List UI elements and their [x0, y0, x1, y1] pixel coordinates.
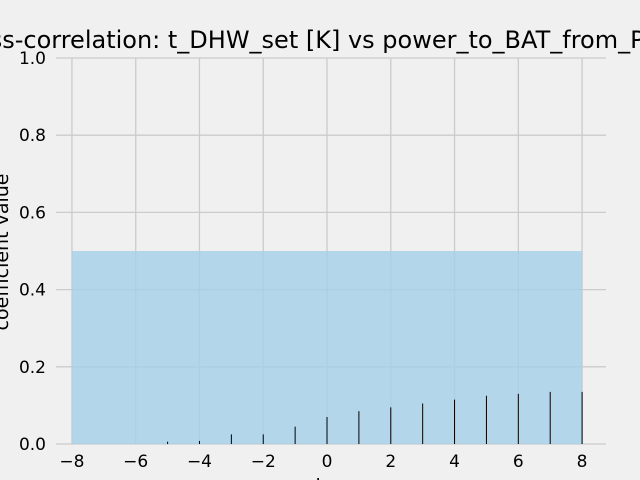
- y-tick-labels: 0.0 0.2 0.4 0.6 0.8 1.0: [19, 49, 46, 455]
- y-axis-title: coefficient value: [0, 174, 13, 331]
- y-tick-label: 0.6: [19, 203, 46, 223]
- confidence-band: [71, 251, 583, 444]
- y-tick-label: 0.0: [19, 435, 46, 455]
- x-tick-label: 0: [322, 452, 333, 472]
- x-tick-label: 2: [385, 452, 396, 472]
- y-tick-label: 0.2: [19, 358, 46, 378]
- chart-title: Cross-correlation: t_DHW_set [K] vs powe…: [0, 26, 640, 54]
- x-tick-labels: −8 −6 −4 −2 0 2 4 6 8: [59, 452, 587, 472]
- x-tick-label: 8: [577, 452, 588, 472]
- x-tick-label: −6: [123, 452, 148, 472]
- x-tick-label: 6: [513, 452, 524, 472]
- x-axis-title: lag: [316, 475, 345, 480]
- x-tick-label: −4: [187, 452, 212, 472]
- x-tick-label: 4: [449, 452, 460, 472]
- x-tick-label: −2: [251, 452, 276, 472]
- x-tick-label: −8: [59, 452, 84, 472]
- bars: [167, 391, 583, 444]
- y-tick-label: 1.0: [19, 49, 46, 69]
- y-tick-label: 0.8: [19, 126, 46, 146]
- y-tick-label: 0.4: [19, 281, 46, 301]
